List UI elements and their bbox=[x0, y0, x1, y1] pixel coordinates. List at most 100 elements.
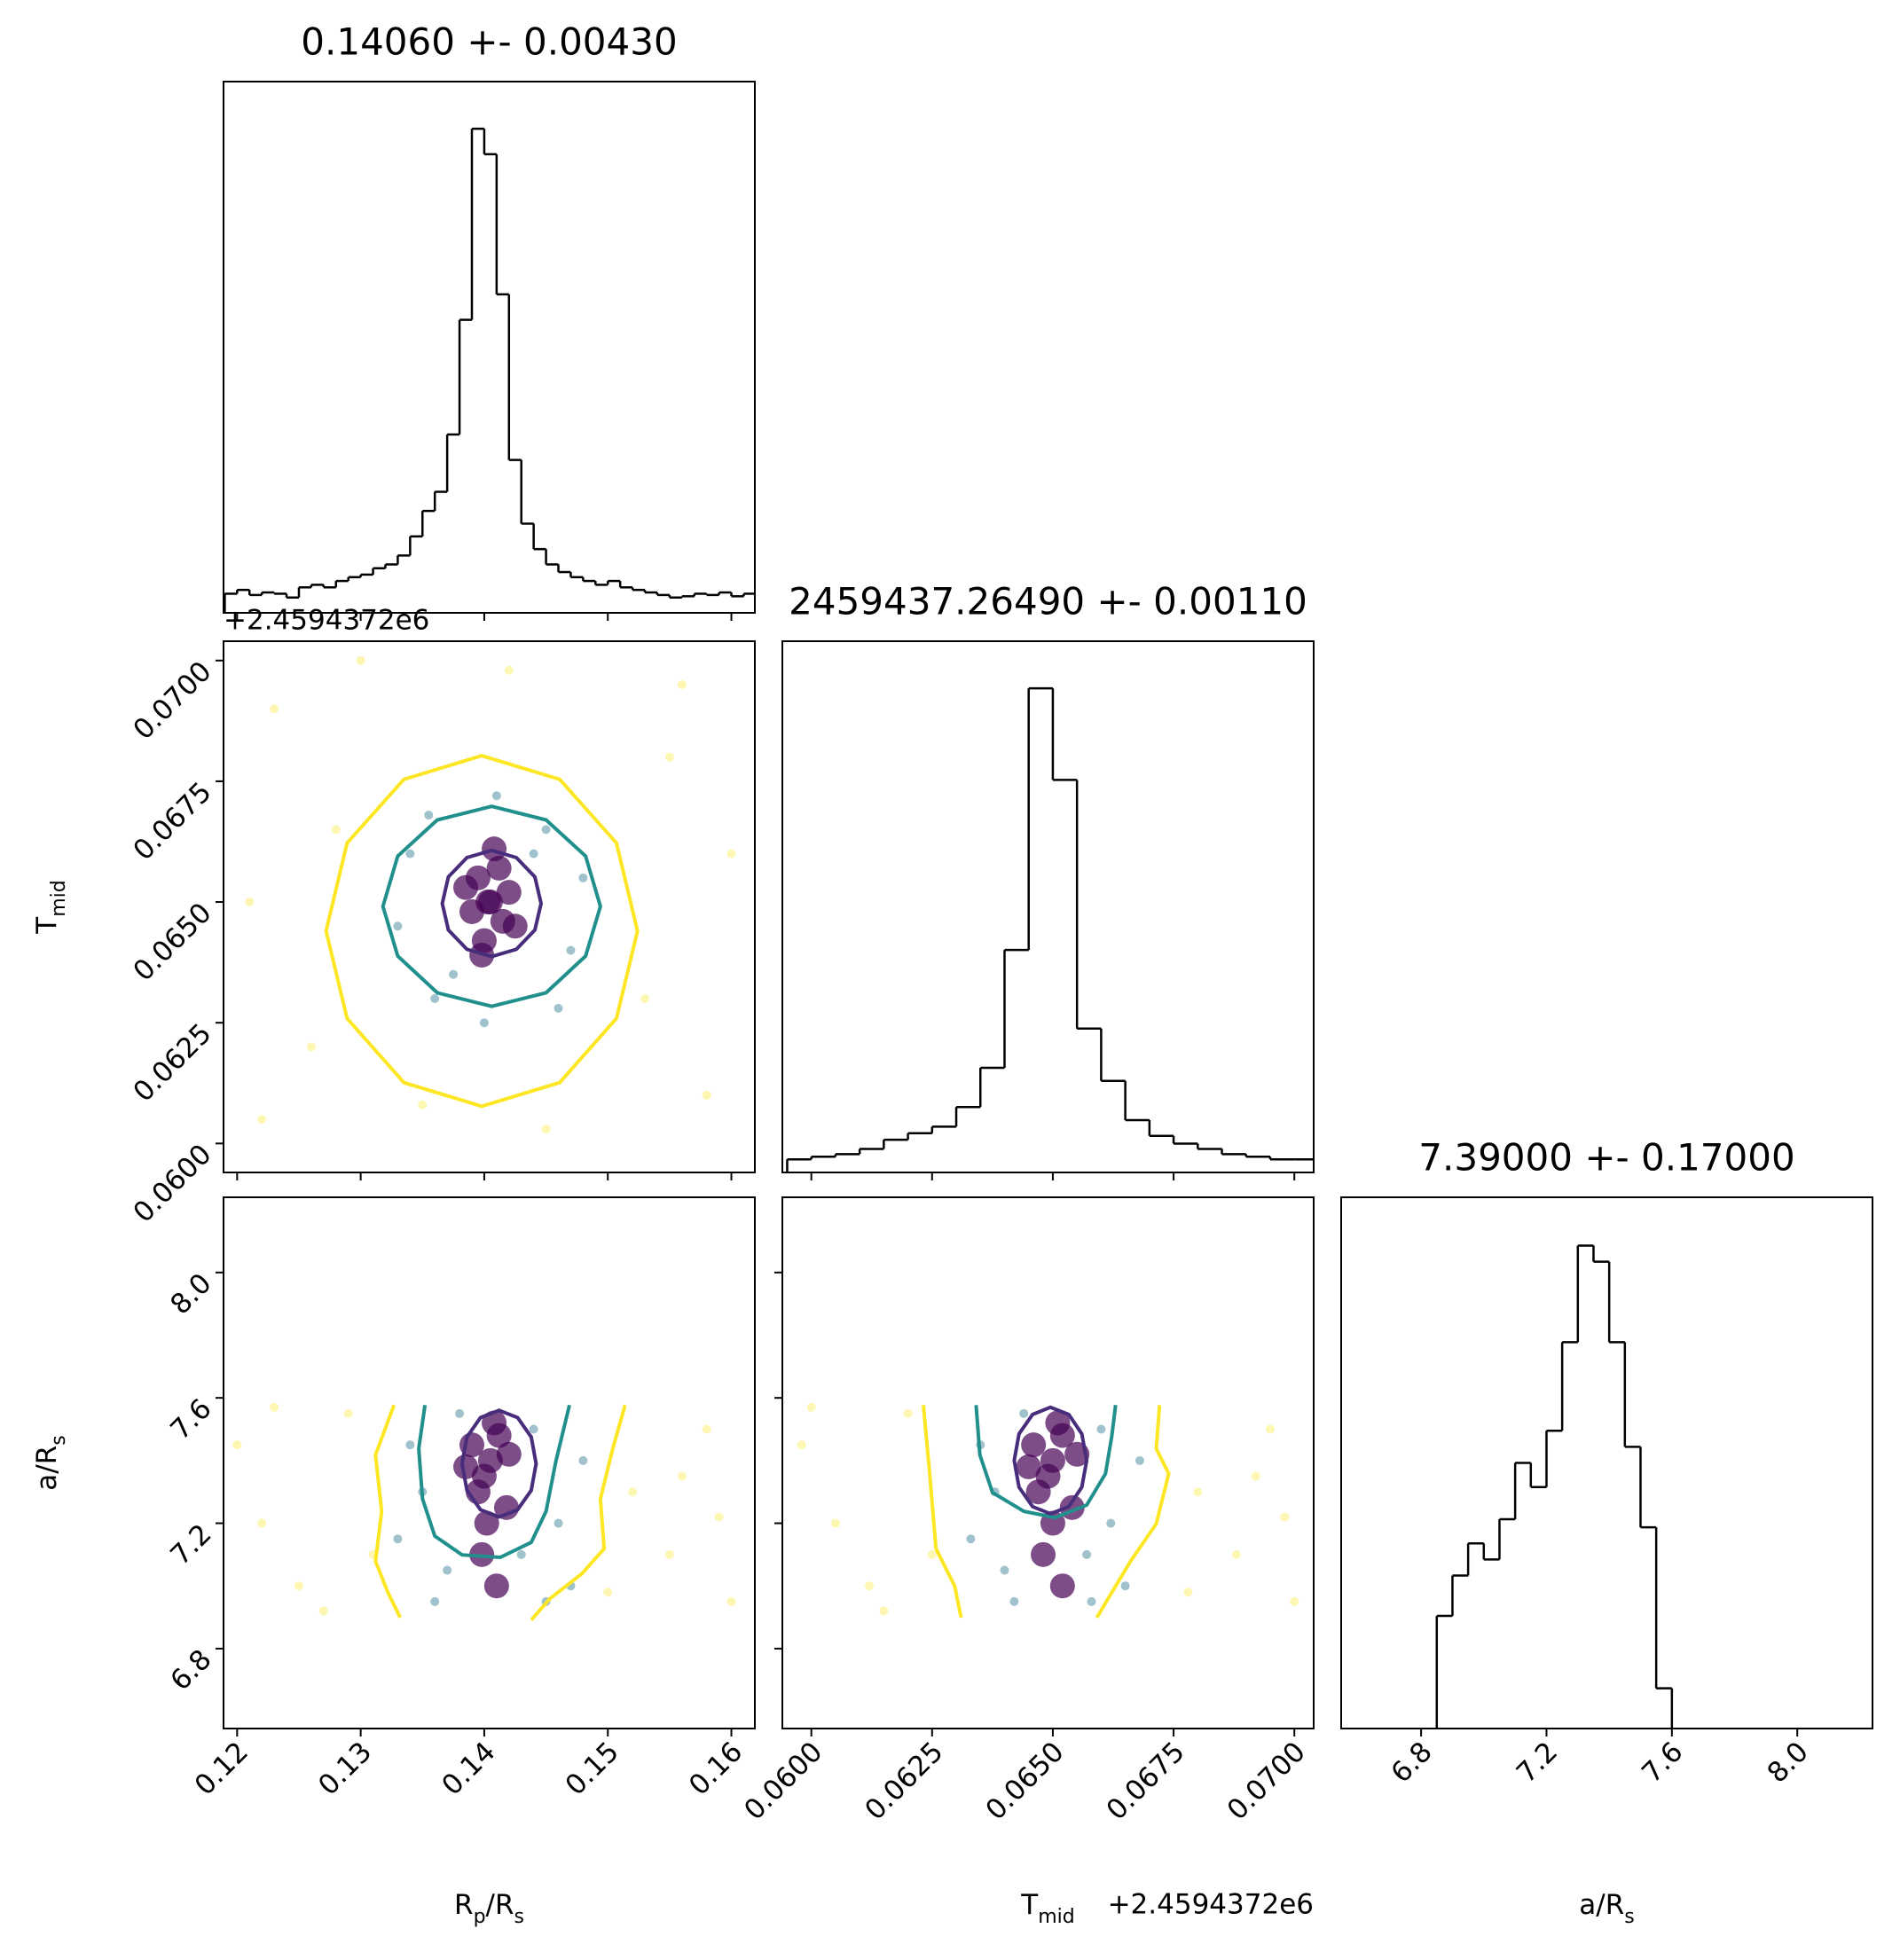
x-tick-label: 0.16 bbox=[683, 1736, 749, 1801]
scatter-point bbox=[1183, 1588, 1193, 1597]
scatter-point bbox=[494, 1494, 520, 1520]
scatter-point bbox=[257, 1115, 267, 1125]
scatter-point bbox=[640, 993, 650, 1003]
scatter-point bbox=[1045, 1410, 1071, 1436]
panel-title: 7.39000 +- 0.17000 bbox=[1418, 1136, 1794, 1180]
scatter-point bbox=[927, 1549, 937, 1559]
scatter-point bbox=[628, 1487, 638, 1497]
scatter-point bbox=[677, 1471, 687, 1481]
offset-text: +2.4594372e6 bbox=[1108, 1889, 1314, 1921]
contour bbox=[974, 1405, 1118, 1520]
scatter-point bbox=[232, 1440, 242, 1450]
scatter-point bbox=[405, 849, 415, 858]
label-part: s bbox=[48, 1435, 70, 1445]
panel: 6.8 7.2 7.6 8.0 7.39000 +- 0.17000 a/Rs bbox=[1340, 1136, 1873, 1928]
scatter-point bbox=[677, 680, 687, 690]
scatter-point bbox=[1120, 1581, 1130, 1591]
scatter-point bbox=[318, 1606, 328, 1616]
x-tick-label: 0.0650 bbox=[979, 1736, 1070, 1826]
scatter-point bbox=[270, 1402, 279, 1412]
scatter-point bbox=[449, 969, 459, 979]
scatter-point bbox=[455, 1408, 465, 1418]
scatter-point bbox=[806, 1402, 816, 1412]
y-tick-label: 7.2 bbox=[164, 1518, 217, 1572]
scatter-point bbox=[702, 1424, 711, 1434]
scatter-point bbox=[1009, 1596, 1019, 1606]
scatter-point bbox=[726, 849, 736, 858]
contour bbox=[324, 754, 640, 1109]
y-tick-label: 0.0700 bbox=[128, 655, 218, 746]
scatter-point bbox=[529, 849, 538, 858]
scatter-point bbox=[1106, 1518, 1116, 1528]
scatter-point bbox=[714, 1512, 724, 1522]
scatter-point bbox=[1087, 1596, 1096, 1606]
x-tick-label: 0.13 bbox=[312, 1736, 378, 1801]
scatter-point bbox=[529, 1424, 538, 1434]
plot-area bbox=[245, 655, 736, 1133]
scatter-point bbox=[496, 1441, 522, 1467]
scatter-point bbox=[1049, 1573, 1075, 1599]
scatter-point bbox=[1031, 1541, 1056, 1567]
scatter-point bbox=[1265, 1424, 1275, 1434]
x-tick-label: 0.0625 bbox=[859, 1736, 949, 1826]
scatter-point bbox=[664, 1549, 674, 1559]
scatter-point bbox=[443, 1565, 452, 1575]
scatter-point bbox=[245, 898, 255, 907]
scatter-point bbox=[1000, 1565, 1009, 1575]
y-tick-label: 0.0625 bbox=[128, 1017, 218, 1108]
plot-area bbox=[232, 1402, 736, 1622]
panel: 2459437.26490 +- 0.00110 bbox=[781, 580, 1315, 1180]
scatter-point bbox=[541, 1124, 551, 1133]
scatter-point bbox=[430, 993, 440, 1003]
scatter-point bbox=[903, 1408, 913, 1418]
axes-frame bbox=[781, 1196, 1315, 1729]
scatter-point bbox=[578, 1455, 588, 1465]
label-part: T bbox=[31, 916, 63, 935]
axes-frame bbox=[1340, 1196, 1873, 1729]
scatter-point bbox=[1082, 1549, 1092, 1559]
panel: 0.14060 +- 0.00430 bbox=[223, 20, 756, 621]
scatter-point bbox=[474, 1510, 499, 1536]
scatter-point bbox=[483, 1573, 509, 1599]
label-part: T bbox=[1020, 1889, 1039, 1921]
y-tick-label: 8.0 bbox=[164, 1267, 217, 1321]
scatter-point bbox=[257, 1518, 267, 1528]
panel-title: 2459437.26490 +- 0.00110 bbox=[789, 580, 1307, 623]
label-part: a/R bbox=[1579, 1889, 1624, 1921]
y-axis-label: a/Rs bbox=[31, 1435, 70, 1490]
scatter-point bbox=[664, 752, 674, 762]
label-part: mid bbox=[48, 880, 70, 917]
x-tick-label: 0.0700 bbox=[1221, 1736, 1312, 1826]
scatter-point bbox=[491, 791, 501, 801]
contour bbox=[922, 1405, 1171, 1619]
scatter-point bbox=[797, 1440, 806, 1450]
x-tick-label: 0.12 bbox=[189, 1736, 255, 1801]
scatter-point bbox=[1135, 1455, 1144, 1465]
axes-frame bbox=[223, 640, 756, 1173]
scatter-point bbox=[1016, 1454, 1041, 1479]
axes-frame bbox=[223, 1196, 756, 1729]
x-tick-label: 7.6 bbox=[1636, 1736, 1689, 1789]
scatter-point bbox=[504, 665, 514, 675]
axes-frame bbox=[223, 81, 756, 614]
label-part: a/R bbox=[31, 1446, 63, 1491]
contour bbox=[440, 848, 544, 959]
x-tick-label: 0.0675 bbox=[1101, 1736, 1191, 1826]
y-tick-label: 0.0675 bbox=[128, 776, 218, 866]
scatter-point bbox=[430, 1596, 440, 1606]
contour bbox=[417, 1404, 571, 1560]
scatter-point bbox=[270, 704, 279, 714]
contour bbox=[1012, 1405, 1089, 1517]
scatter-point bbox=[1096, 1424, 1106, 1434]
scatter-point bbox=[1035, 1463, 1061, 1489]
axes-frame bbox=[781, 640, 1315, 1173]
scatter-point bbox=[479, 1018, 489, 1028]
scatter-point bbox=[424, 811, 434, 820]
scatter-point bbox=[453, 1454, 479, 1479]
scatter-point bbox=[1280, 1512, 1290, 1522]
scatter-point bbox=[482, 836, 507, 862]
scatter-point bbox=[418, 1100, 428, 1109]
scatter-point bbox=[516, 1549, 526, 1559]
scatter-point bbox=[393, 921, 403, 931]
